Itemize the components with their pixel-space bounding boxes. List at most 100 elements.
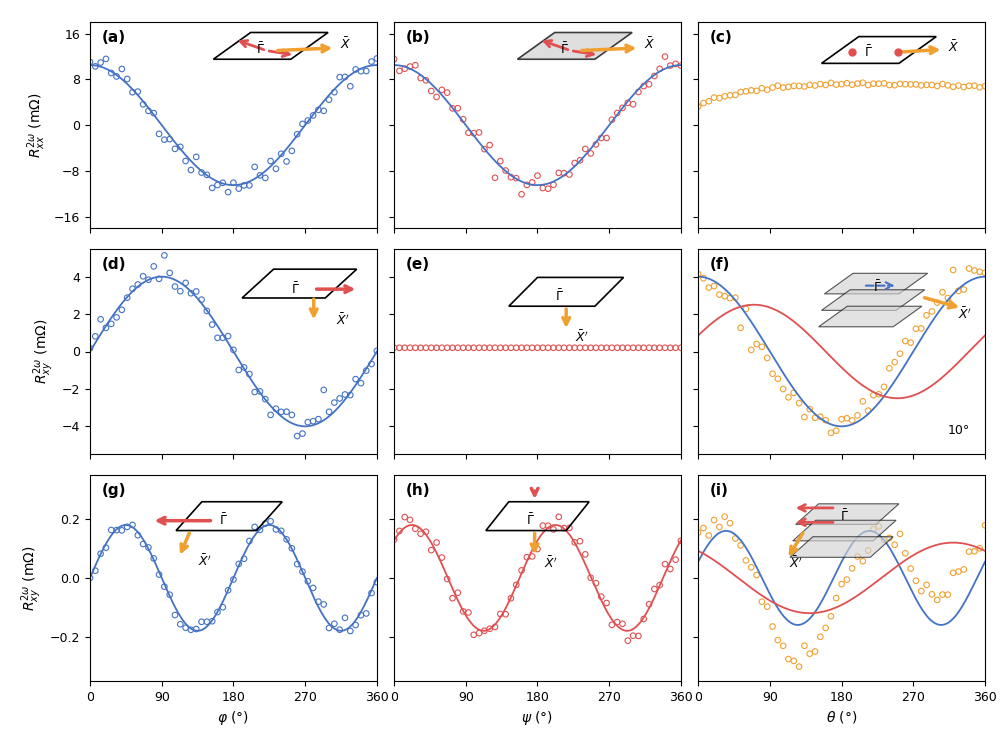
Point	[514, 565, 530, 576]
Point	[289, 128, 305, 140]
Point	[450, 102, 466, 114]
Point	[215, 177, 231, 189]
Point	[263, 409, 279, 421]
Point	[178, 155, 194, 167]
Point	[796, 411, 812, 423]
Point	[135, 98, 151, 110]
Text: $\bar{X}'$: $\bar{X}'$	[575, 329, 589, 345]
Point	[130, 278, 146, 290]
Point	[641, 599, 657, 610]
Point	[519, 551, 535, 563]
Point	[151, 128, 167, 140]
Point	[668, 554, 684, 565]
Point	[630, 86, 646, 98]
Point	[294, 118, 310, 130]
Point	[498, 164, 514, 176]
Point	[492, 608, 508, 620]
Point	[353, 377, 369, 389]
Point	[844, 414, 860, 426]
Point	[646, 583, 662, 595]
Point	[812, 411, 828, 423]
Point	[337, 388, 353, 400]
Point	[977, 267, 993, 279]
Point	[791, 661, 807, 673]
Point	[972, 266, 988, 278]
Point	[545, 523, 561, 535]
Point	[802, 79, 818, 91]
Point	[156, 581, 172, 593]
Point	[535, 182, 551, 194]
Point	[146, 553, 162, 565]
Point	[871, 78, 887, 90]
Point	[545, 342, 561, 354]
Point	[706, 92, 722, 104]
Point	[738, 85, 754, 97]
Point	[588, 138, 604, 150]
Point	[823, 427, 839, 439]
Point	[625, 342, 641, 354]
Point	[460, 607, 476, 619]
Point	[391, 342, 407, 354]
Point	[614, 618, 630, 630]
Point	[364, 587, 380, 599]
Point	[897, 548, 913, 559]
Point	[818, 622, 834, 633]
Point	[109, 524, 125, 536]
Point	[743, 84, 759, 96]
Point	[695, 97, 711, 109]
Polygon shape	[796, 504, 899, 525]
Point	[87, 331, 103, 343]
Point	[279, 406, 295, 417]
Point	[305, 415, 321, 427]
Point	[966, 545, 982, 557]
Point	[434, 342, 450, 354]
Point	[460, 127, 476, 138]
Point	[487, 172, 503, 184]
Point	[572, 535, 588, 547]
Point	[524, 551, 540, 562]
Point	[950, 285, 966, 297]
Text: $\bar{X}'$: $\bar{X}'$	[198, 554, 212, 569]
Point	[98, 53, 114, 65]
Point	[956, 81, 972, 93]
Point	[397, 63, 413, 75]
Point	[780, 81, 796, 92]
Point	[961, 80, 977, 92]
Point	[588, 342, 604, 354]
Point	[892, 348, 908, 360]
Point	[796, 81, 812, 92]
Point	[332, 624, 348, 636]
Point	[439, 342, 455, 354]
Point	[652, 63, 668, 75]
Point	[892, 528, 908, 539]
Point	[935, 588, 951, 600]
Point	[871, 388, 887, 400]
Point	[455, 342, 471, 354]
Point	[476, 144, 492, 155]
Point	[641, 342, 657, 354]
Point	[326, 618, 342, 630]
Point	[577, 342, 593, 354]
Point	[765, 621, 781, 633]
Point	[556, 167, 572, 179]
Point	[369, 576, 385, 588]
Point	[241, 180, 257, 192]
Y-axis label: $R_{xy}^{2\omega}$ (m$\Omega$): $R_{xy}^{2\omega}$ (m$\Omega$)	[20, 545, 44, 610]
Point	[482, 342, 498, 354]
Point	[770, 373, 786, 385]
Point	[151, 568, 167, 580]
Point	[850, 409, 866, 421]
Point	[950, 80, 966, 92]
X-axis label: $\varphi$ (°): $\varphi$ (°)	[217, 709, 249, 727]
Point	[572, 155, 588, 166]
Point	[966, 264, 982, 276]
Point	[310, 104, 326, 115]
Point	[929, 80, 945, 92]
Point	[114, 304, 130, 316]
Point	[231, 183, 247, 195]
Point	[791, 80, 807, 92]
Point	[455, 113, 471, 125]
Point	[695, 272, 711, 284]
Point	[646, 70, 662, 82]
Point	[823, 610, 839, 622]
